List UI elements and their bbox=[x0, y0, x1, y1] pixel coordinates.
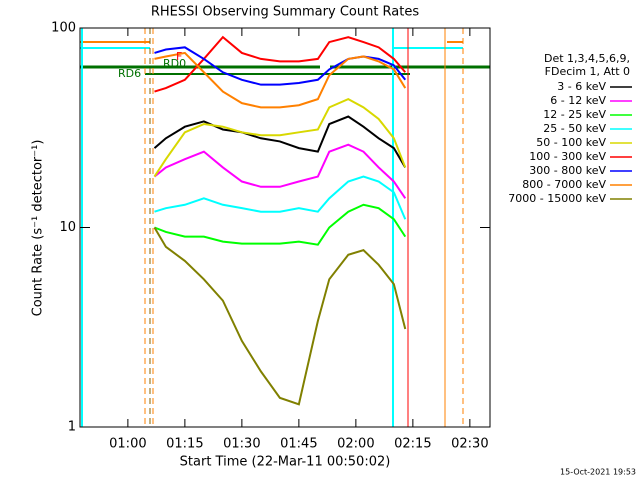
x-tick-label: 02:15 bbox=[394, 437, 431, 452]
x-tick-label: 01:00 bbox=[109, 437, 146, 452]
annotation: F bbox=[176, 50, 182, 63]
timestamp: 15-Oct-2021 19:53 bbox=[560, 468, 636, 477]
plot-series bbox=[153, 35, 407, 406]
series-line bbox=[154, 35, 407, 93]
x-tick-label: 02:30 bbox=[451, 437, 488, 452]
legend-label: 100 - 300 keV bbox=[529, 150, 606, 163]
series-line bbox=[154, 175, 407, 220]
legend-label: 3 - 6 keV bbox=[557, 80, 606, 93]
series-line bbox=[153, 226, 407, 406]
annotation: RD0 bbox=[163, 57, 186, 70]
y-tick-label: 1 bbox=[68, 420, 76, 435]
legend-label: 12 - 25 keV bbox=[543, 108, 606, 121]
annotation: RD6 bbox=[118, 67, 141, 80]
legend-label: 800 - 7000 keV bbox=[522, 178, 606, 191]
legend-title: FDecim 1, Att 0 bbox=[545, 65, 630, 78]
series-line bbox=[154, 203, 407, 246]
series-line bbox=[153, 115, 407, 168]
x-axis-label: Start Time (22-Mar-11 00:50:02) bbox=[180, 455, 391, 470]
legend-label: 25 - 50 keV bbox=[543, 122, 606, 135]
series-line bbox=[153, 143, 407, 199]
legend-label: 6 - 12 keV bbox=[550, 94, 606, 107]
legend-label: 300 - 800 keV bbox=[529, 164, 606, 177]
chart-title: RHESSI Observing Summary Count Rates bbox=[151, 5, 420, 20]
series-line bbox=[154, 46, 407, 86]
series-line bbox=[153, 98, 407, 178]
y-tick-label: 100 bbox=[51, 21, 76, 36]
y-axis-label: Count Rate (s⁻¹ detector⁻¹) bbox=[31, 140, 46, 317]
legend-label: 50 - 100 keV bbox=[536, 136, 606, 149]
legend-label: 7000 - 15000 keV bbox=[508, 192, 606, 205]
series-line bbox=[154, 51, 407, 109]
x-tick-label: 01:45 bbox=[280, 437, 317, 452]
markers bbox=[80, 28, 490, 427]
x-tick-label: 01:15 bbox=[166, 437, 203, 452]
x-tick-label: 01:30 bbox=[223, 437, 260, 452]
x-tick-label: 02:00 bbox=[337, 437, 374, 452]
y-tick-label: 10 bbox=[59, 220, 76, 235]
legend-title: Det 1,3,4,5,6,9, bbox=[544, 52, 630, 65]
